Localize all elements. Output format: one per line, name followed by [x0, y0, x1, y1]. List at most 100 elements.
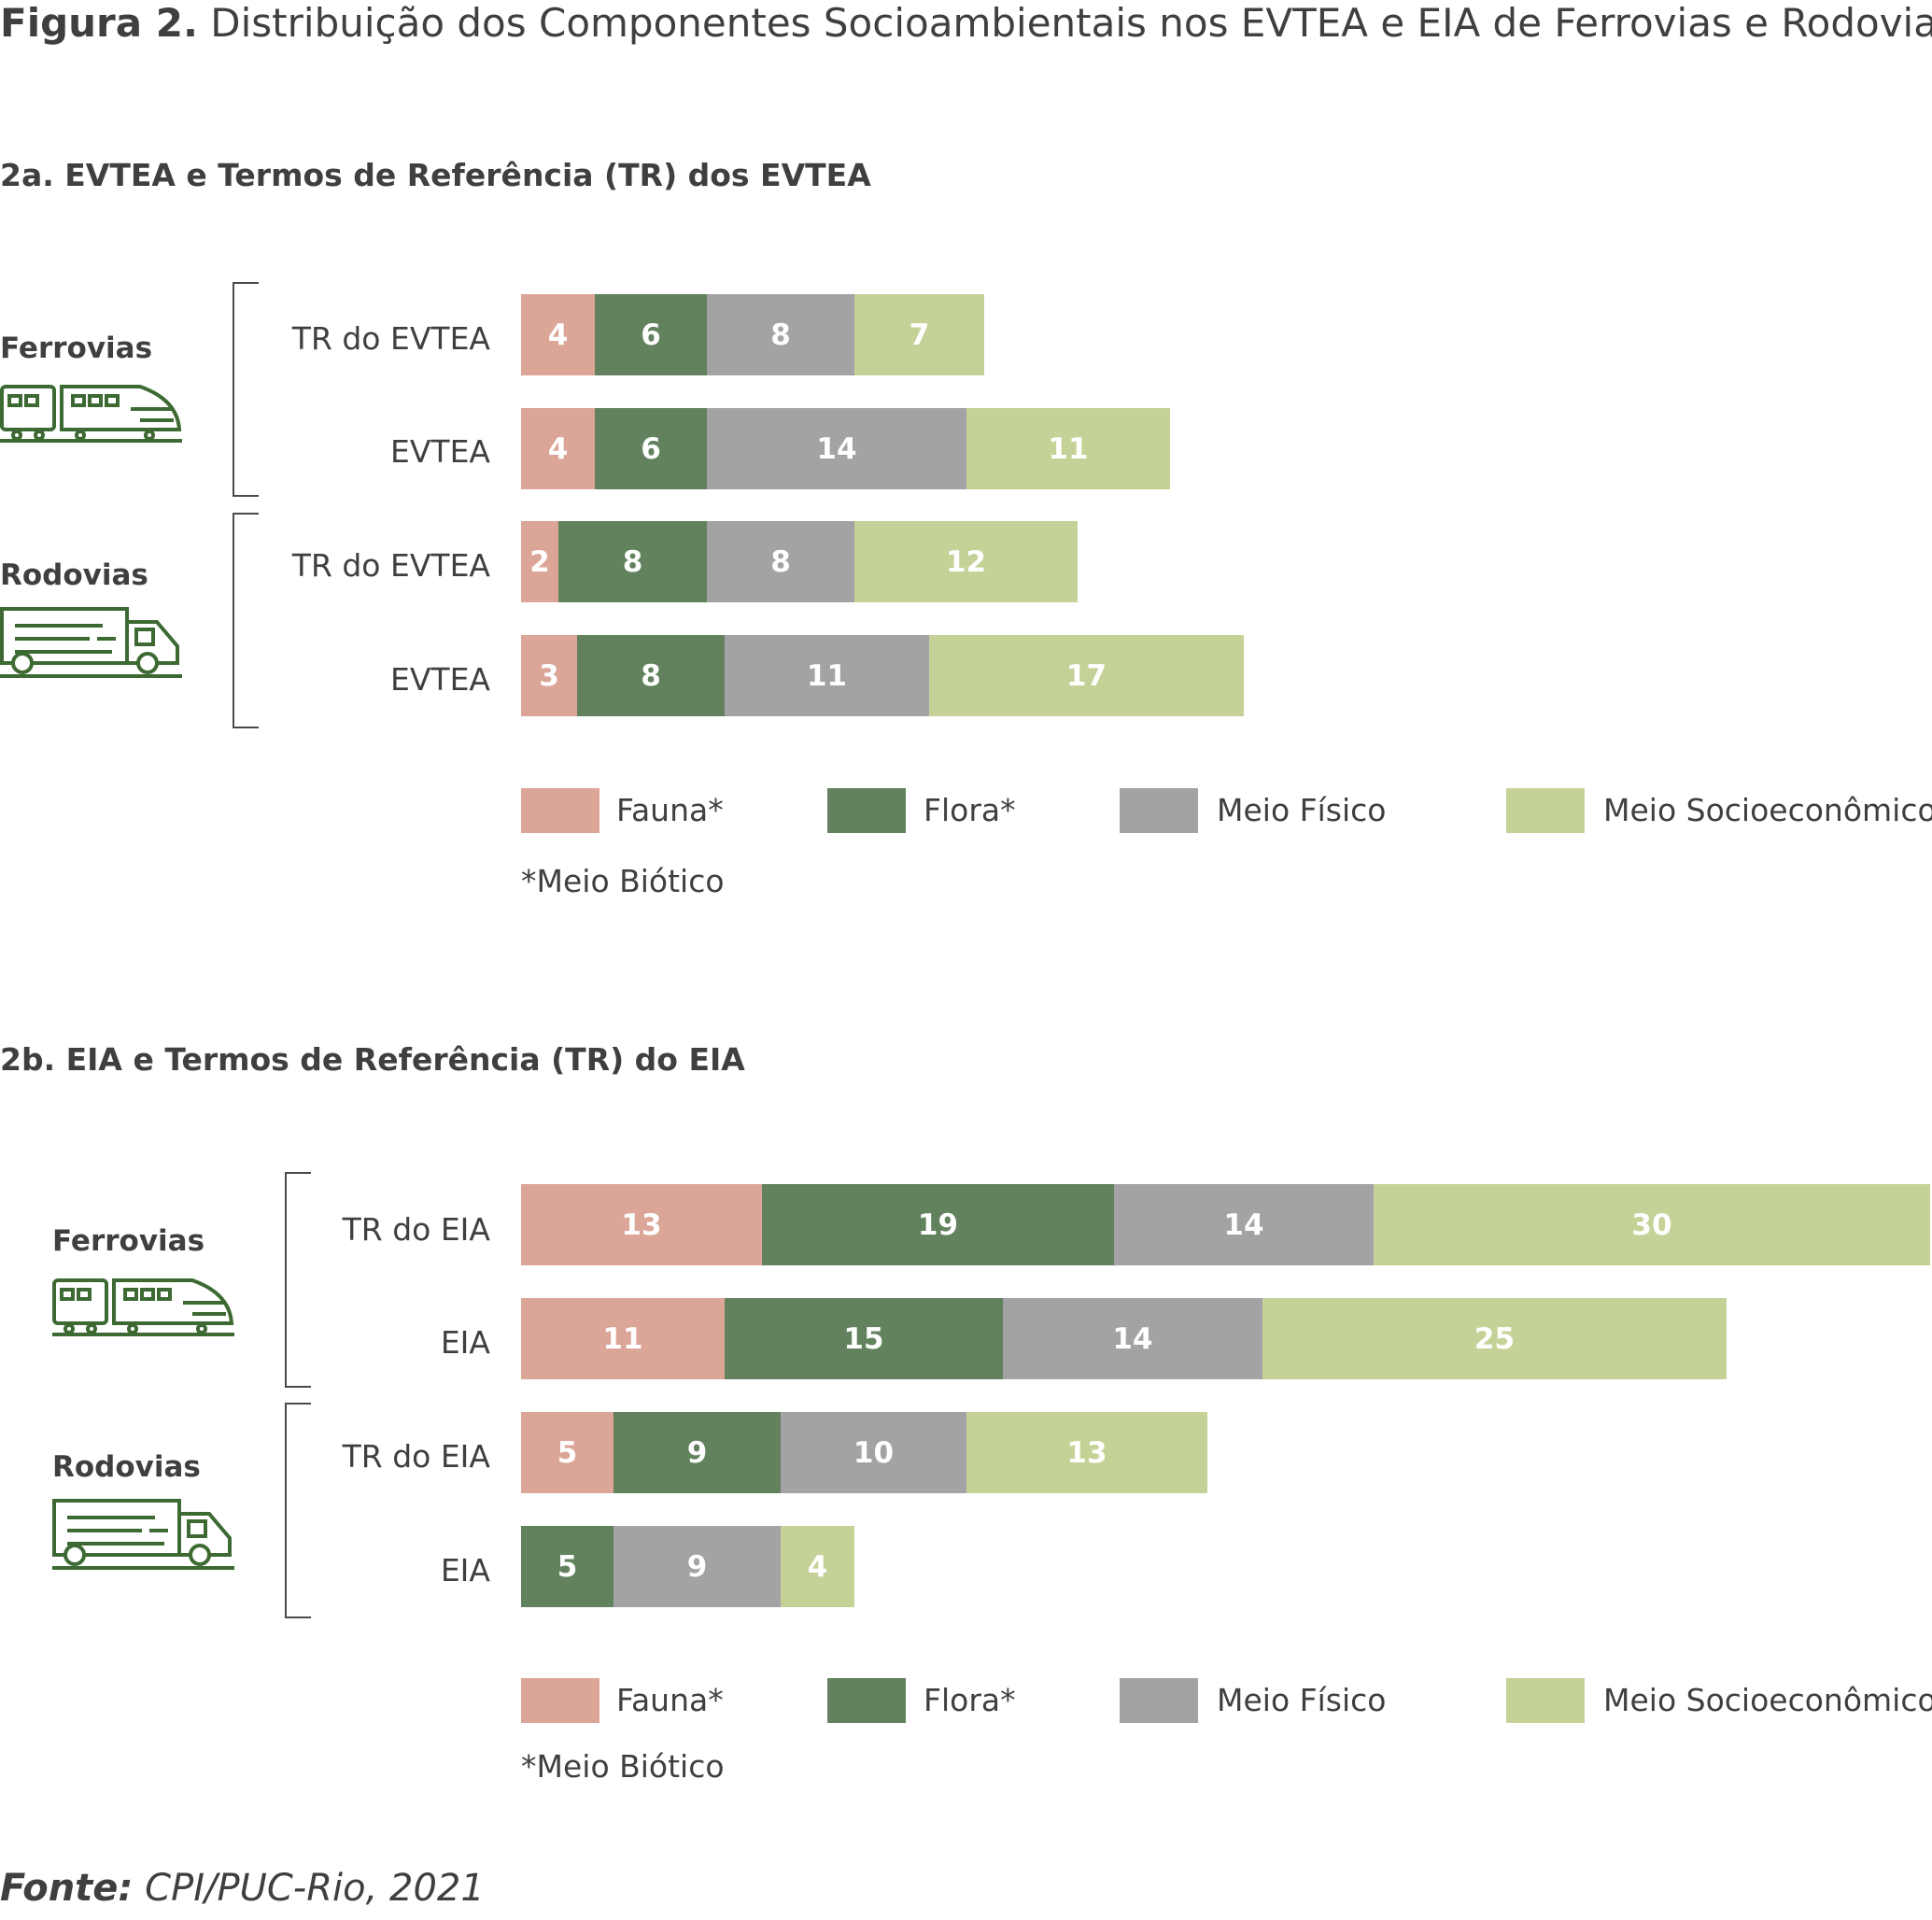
data-label: 19 — [917, 1207, 959, 1242]
legend-label-meio-socioeconomico: Meio Socioeconômico — [1603, 792, 1932, 828]
legend-label-flora: Flora* — [924, 1682, 1016, 1718]
data-label: 10 — [853, 1435, 895, 1470]
truck-icon — [52, 1499, 234, 1570]
legend-label-meio-fisico: Meio Físico — [1217, 1682, 1387, 1718]
source-label: Fonte: — [0, 1867, 134, 1910]
data-label: 7 — [909, 318, 930, 352]
legend-note: *Meio Biótico — [521, 863, 725, 899]
row-label: TR do EIA — [342, 1438, 490, 1475]
legend-swatch-fauna — [521, 788, 599, 833]
data-label: 30 — [1631, 1207, 1672, 1242]
legend-label-fauna: Fauna* — [616, 792, 724, 828]
data-label: 13 — [1066, 1435, 1107, 1470]
row-label: EIA — [440, 1552, 490, 1588]
bar-segment-fauna: 3 — [521, 635, 577, 716]
bar-segment-meio-fisico: 14 — [1114, 1184, 1374, 1265]
bar-segment-meio-fisico: 10 — [781, 1412, 966, 1493]
bracket-rodovias-a — [233, 513, 259, 728]
truck-icon — [0, 607, 182, 678]
row-label: EIA — [440, 1324, 490, 1361]
bar-segment-meio-socioeconomico: 17 — [929, 635, 1244, 716]
figure-title-text: Distribuição dos Componentes Socioambien… — [210, 0, 1932, 46]
data-label: 6 — [641, 431, 661, 466]
data-label: 9 — [686, 1549, 708, 1584]
data-label: 4 — [547, 431, 569, 466]
source-text: CPI/PUC-Rio, 2021 — [145, 1867, 485, 1910]
bar-segment-flora: 19 — [762, 1184, 1114, 1265]
bar-segment-meio-socioeconomico: 11 — [966, 408, 1170, 489]
figure-title: Figura 2. Distribuição dos Componentes S… — [0, 0, 1932, 47]
bracket-ferrovias-a — [233, 282, 259, 497]
data-label: 14 — [1223, 1207, 1264, 1242]
bar-segment-meio-fisico: 8 — [707, 294, 854, 375]
data-label: 8 — [641, 658, 661, 693]
source-note: Fonte: CPI/PUC-Rio, 2021 — [0, 1866, 485, 1911]
legend-label-meio-fisico: Meio Físico — [1217, 792, 1387, 828]
data-label: 15 — [843, 1321, 884, 1356]
panel-b-title: 2b. EIA e Termos de Referência (TR) do E… — [0, 1041, 745, 1078]
train-icon — [0, 385, 182, 443]
data-label: 3 — [539, 658, 559, 693]
bracket-rodovias-b — [285, 1403, 311, 1618]
bar-segment-meio-socioeconomico: 13 — [966, 1412, 1207, 1493]
legend-note: *Meio Biótico — [521, 1748, 725, 1785]
bar-segment-meio-fisico: 11 — [725, 635, 929, 716]
bar-segment-meio-socioeconomico: 12 — [854, 521, 1078, 602]
bar-segment-meio-fisico: 8 — [707, 521, 854, 602]
row-label: EVTEA — [389, 433, 490, 470]
data-label: 8 — [770, 318, 791, 352]
train-icon — [52, 1278, 234, 1336]
row-label: EVTEA — [389, 661, 490, 698]
bar-segment-fauna: 11 — [521, 1298, 725, 1379]
bar-segment-flora: 8 — [558, 521, 707, 602]
bar-segment-fauna: 13 — [521, 1184, 762, 1265]
data-label: 14 — [1112, 1321, 1153, 1356]
legend-label-fauna: Fauna* — [616, 1682, 724, 1718]
legend-swatch-meio-socioeconomico — [1506, 1678, 1585, 1723]
data-label: 11 — [602, 1321, 643, 1356]
data-label: 9 — [686, 1435, 708, 1470]
bar-segment-meio-socioeconomico: 25 — [1262, 1298, 1727, 1379]
data-label: 11 — [806, 658, 848, 693]
data-label: 13 — [621, 1207, 662, 1242]
data-label: 4 — [807, 1549, 828, 1584]
data-label: 5 — [557, 1549, 578, 1584]
bar-segment-flora: 5 — [521, 1526, 613, 1607]
bar-segment-flora: 8 — [577, 635, 725, 716]
data-label: 8 — [770, 544, 791, 579]
bar-segment-flora: 6 — [595, 294, 707, 375]
row-label: TR do EIA — [342, 1211, 490, 1248]
bar-segment-fauna: 4 — [521, 294, 595, 375]
data-label: 8 — [622, 544, 643, 579]
group-label-rodovias-b: Rodovias — [52, 1450, 201, 1484]
bracket-ferrovias-b — [285, 1172, 311, 1388]
bar-segment-fauna: 4 — [521, 408, 595, 489]
bar-segment-meio-fisico: 9 — [613, 1526, 781, 1607]
legend-swatch-meio-fisico — [1120, 788, 1198, 833]
bar-segment-flora: 9 — [613, 1412, 781, 1493]
legend-swatch-fauna — [521, 1678, 599, 1723]
legend-swatch-meio-socioeconomico — [1506, 788, 1585, 833]
bar-segment-meio-fisico: 14 — [1003, 1298, 1262, 1379]
data-label: 12 — [945, 544, 987, 579]
bar-segment-meio-socioeconomico: 7 — [854, 294, 984, 375]
bar-segment-meio-socioeconomico: 4 — [781, 1526, 854, 1607]
data-label: 11 — [1048, 431, 1089, 466]
panel-a-title: 2a. EVTEA e Termos de Referência (TR) do… — [0, 157, 871, 193]
row-label: TR do EVTEA — [291, 547, 490, 584]
group-label-ferrovias-b: Ferrovias — [52, 1224, 205, 1258]
legend-swatch-flora — [827, 1678, 906, 1723]
group-label-ferrovias-a: Ferrovias — [0, 332, 153, 365]
row-label: TR do EVTEA — [291, 320, 490, 357]
bar-segment-flora: 6 — [595, 408, 707, 489]
figure-label: Figura 2. — [0, 0, 198, 46]
bar-segment-flora: 15 — [725, 1298, 1003, 1379]
bar-segment-fauna: 5 — [521, 1412, 613, 1493]
legend-swatch-meio-fisico — [1120, 1678, 1198, 1723]
data-label: 2 — [529, 544, 550, 579]
data-label: 4 — [547, 318, 569, 352]
data-label: 17 — [1065, 658, 1107, 693]
group-label-rodovias-a: Rodovias — [0, 558, 148, 592]
legend-label-meio-socioeconomico: Meio Socioeconômico — [1603, 1682, 1932, 1718]
legend-swatch-flora — [827, 788, 906, 833]
